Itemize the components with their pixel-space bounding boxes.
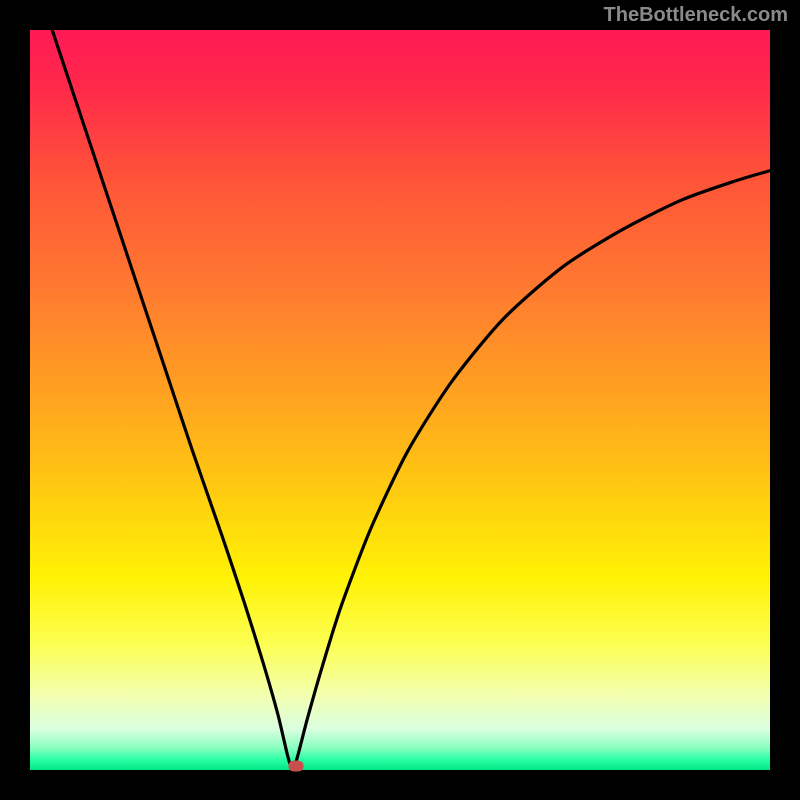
bottleneck-curve — [30, 30, 770, 770]
optimum-marker — [289, 761, 304, 772]
curve-path — [52, 30, 770, 770]
plot-area — [30, 30, 770, 770]
watermark-text: TheBottleneck.com — [604, 4, 788, 27]
